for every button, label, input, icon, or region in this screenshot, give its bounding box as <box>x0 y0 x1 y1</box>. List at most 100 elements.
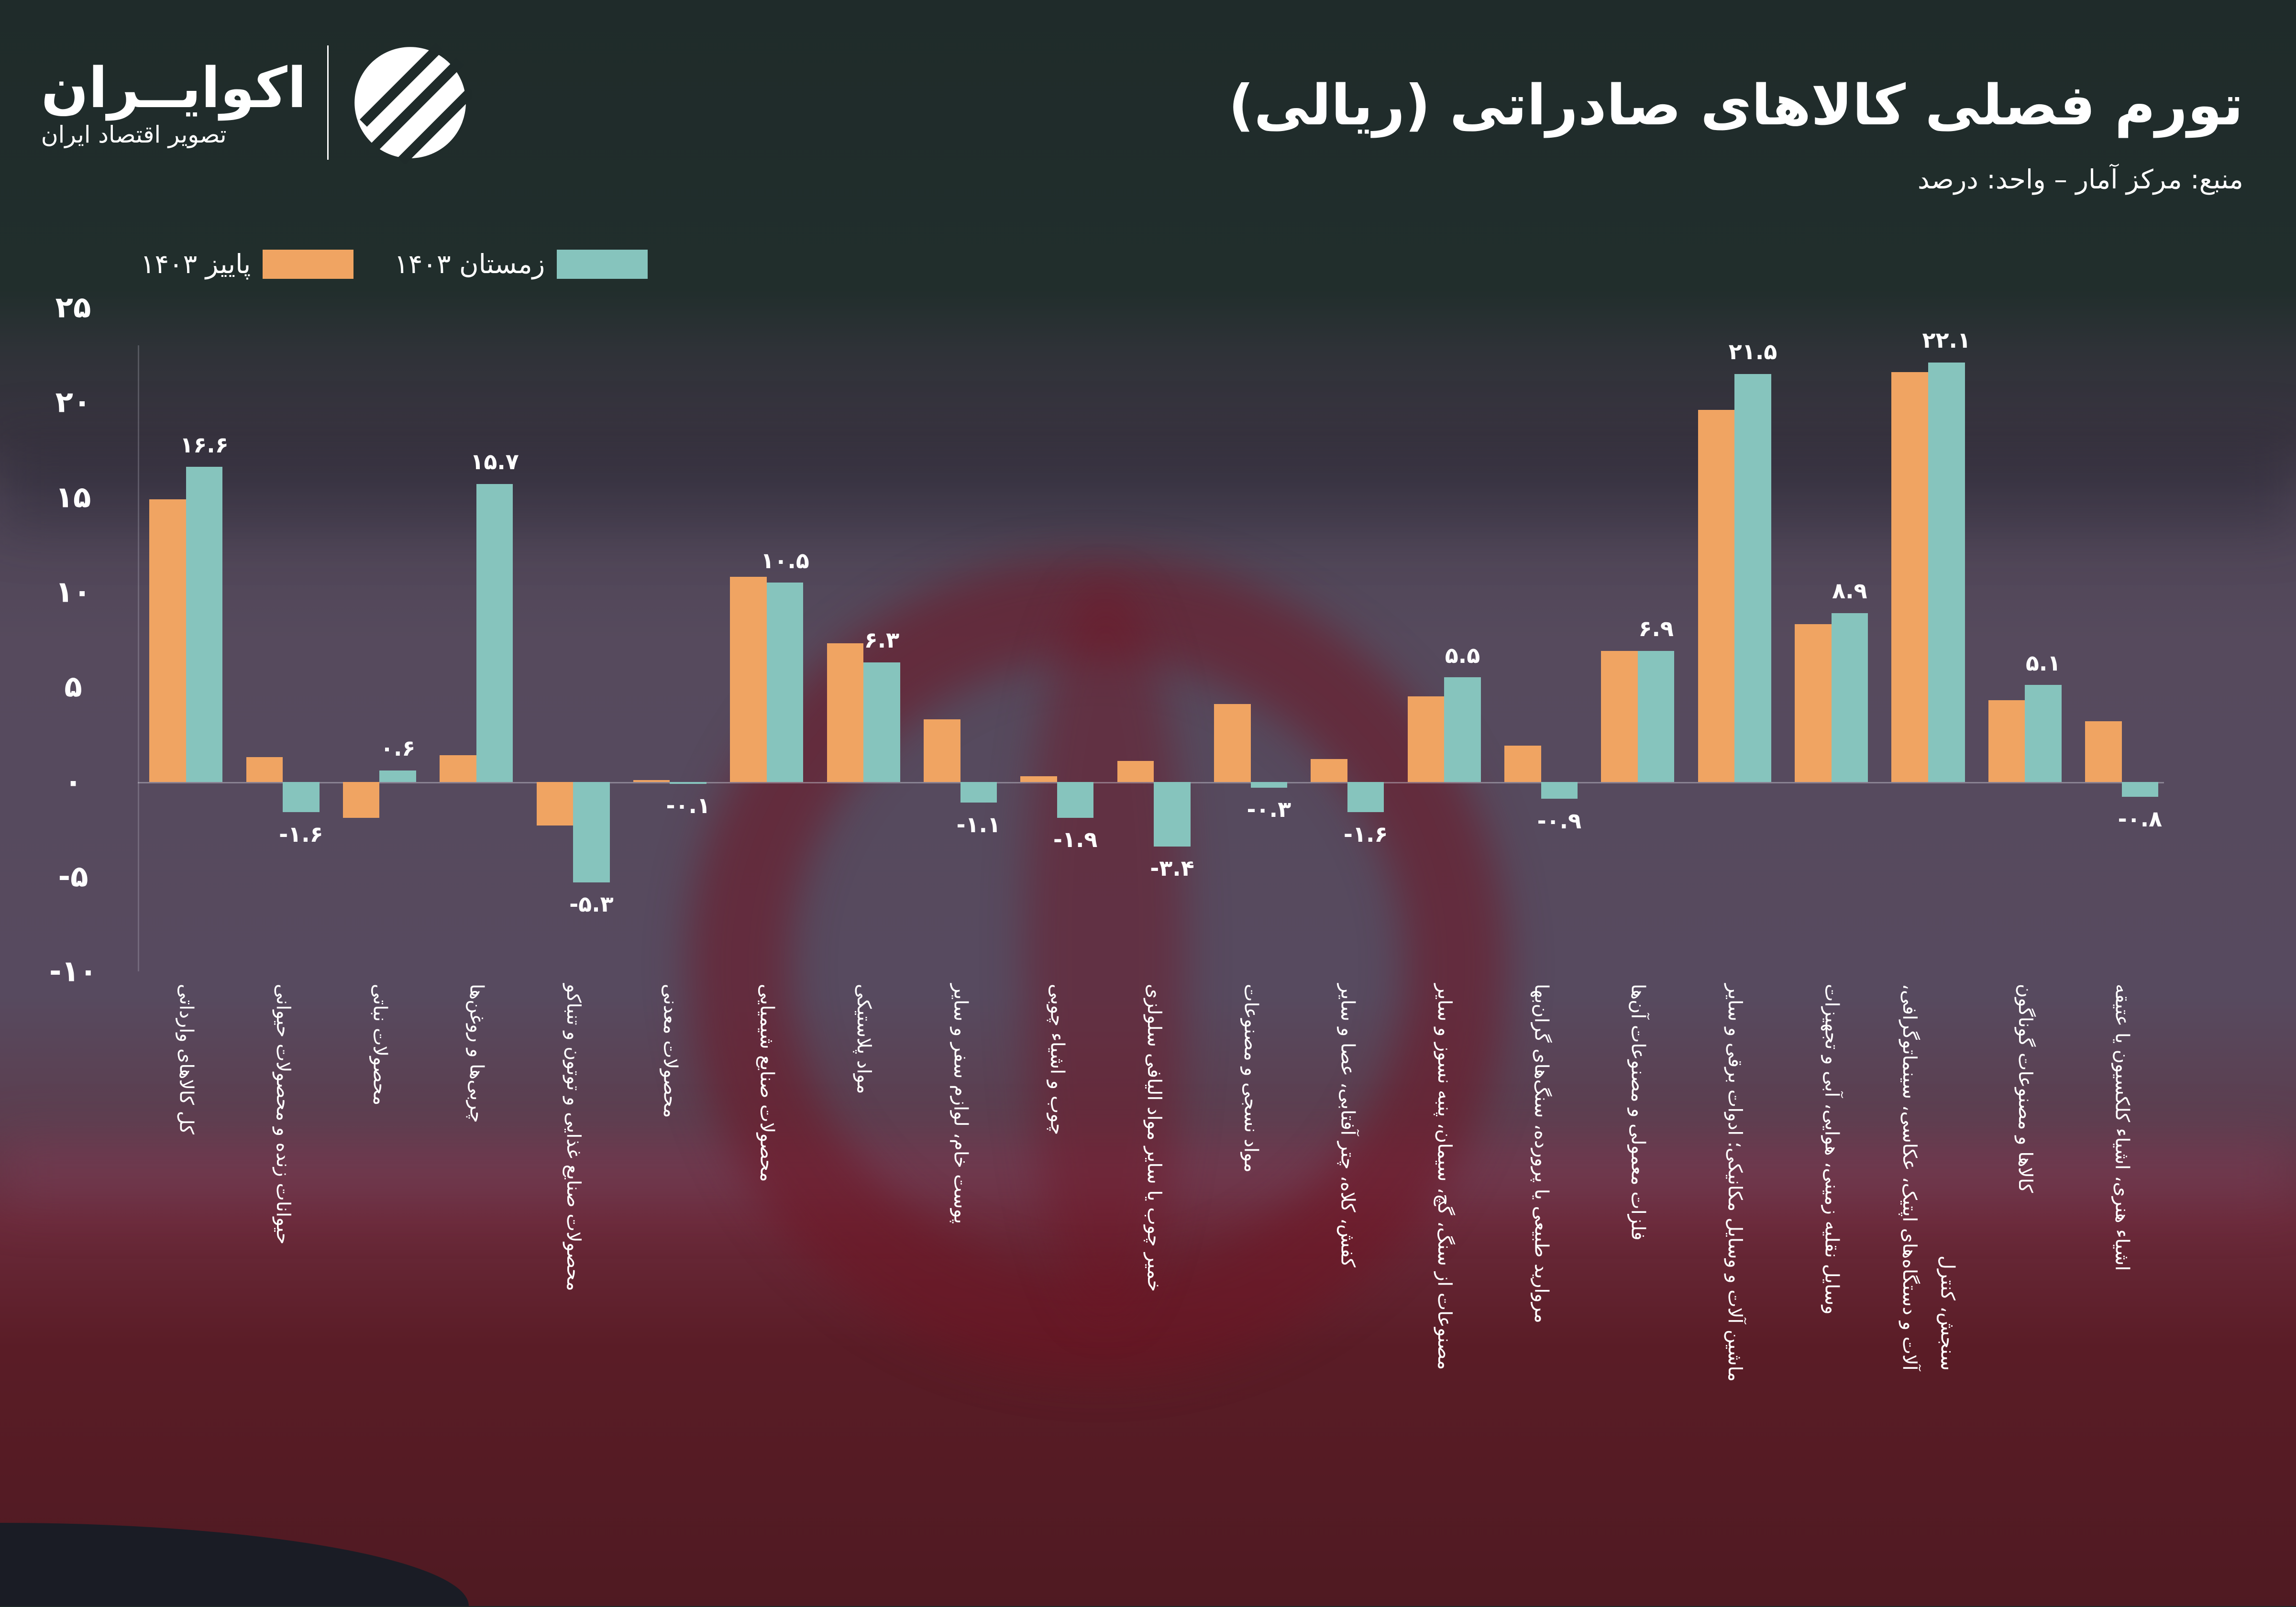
legend: زمستان ۱۴۰۳ پاییز ۱۴۰۳ <box>141 249 648 279</box>
legend-item-winter: زمستان ۱۴۰۳ <box>394 249 648 280</box>
category-label: ماشین آلات و وسایل مکانیکی؛ ادوات برقی و… <box>1724 984 1746 1382</box>
bar-autumn <box>1311 759 1347 782</box>
data-label: ۸.۹ <box>1832 578 1867 604</box>
category-label: مواد پلاستیکی <box>852 984 875 1094</box>
category-label: آلات و دستگاه‌های اپتیک، عکاسی، سینماتوگ… <box>1898 984 1959 1371</box>
data-label: -۰.۹ <box>1537 807 1582 834</box>
bar-autumn <box>1117 761 1154 782</box>
logo-mark-icon <box>354 43 472 164</box>
data-label: ۱۵.۷ <box>470 449 519 475</box>
logo-name: اکوایــران <box>41 56 307 121</box>
logo: اکوایــران تصویر اقتصاد ایران <box>41 41 472 164</box>
bar-winter <box>1057 781 1094 818</box>
bar-winter <box>1444 677 1481 782</box>
category-label: فلزات معمولی و مصنوعات آن‌ها <box>1627 984 1649 1241</box>
category-label: کفش، کلاه، چتر آفتابی، عصا و سایر <box>1336 984 1359 1267</box>
data-label: -۵.۳ <box>569 891 614 917</box>
data-label: ۱۶.۶ <box>180 431 229 458</box>
bar-autumn <box>342 781 380 818</box>
bar-autumn <box>1698 410 1735 782</box>
bar-winter <box>573 781 610 882</box>
y-tick-label: -۵ <box>58 859 88 894</box>
data-label: ۶.۳ <box>864 627 900 653</box>
bar-winter <box>2121 781 2159 797</box>
data-label: ۵.۵ <box>1445 642 1480 668</box>
data-label: -۰.۳ <box>1247 796 1292 822</box>
data-label: -۱.۱ <box>956 811 1001 837</box>
bar-autumn <box>2085 721 2122 782</box>
bar-winter <box>476 484 513 782</box>
data-label: ۵.۱ <box>2025 649 2061 676</box>
category-label: مواد نسجی و مصنوعات <box>1240 984 1262 1173</box>
bar-winter <box>670 781 706 784</box>
bar-autumn <box>1214 704 1251 782</box>
category-label: کل کالاهای وارداتی <box>175 984 198 1134</box>
y-tick-label: ۲۰ <box>55 385 91 419</box>
bar-autumn <box>1891 372 1928 782</box>
zero-axis-line <box>137 781 2164 783</box>
legend-swatch-autumn <box>262 249 353 279</box>
bar-autumn <box>730 577 767 782</box>
data-label: -۱.۶ <box>1343 821 1388 847</box>
data-label: -۱.۶ <box>279 821 323 847</box>
data-label: -۰.۸ <box>2118 805 2163 832</box>
bar-winter <box>1928 362 1965 782</box>
y-axis-line <box>137 345 139 972</box>
category-label: پوست خام، لوازم سفر و سایر <box>949 984 972 1224</box>
legend-label-autumn: پاییز ۱۴۰۳ <box>140 249 251 280</box>
bar-autumn <box>633 780 670 782</box>
chart-title: تورم فصلی کالاهای صادراتی (ریالی) <box>1228 73 2243 138</box>
bar-autumn <box>149 499 186 782</box>
category-label: محصولات معدنی <box>659 984 682 1118</box>
bar-winter <box>283 781 320 813</box>
data-label: ۲۲.۱ <box>1922 327 1971 353</box>
data-label: -۳.۴ <box>1150 855 1194 881</box>
bar-winter <box>863 662 900 782</box>
category-label: خمیر چوب یا سایر مواد الیافی سلولزی <box>1143 984 1166 1292</box>
category-label: وسایل نقلیه زمینی، هوایی، آبی و تجهیزات <box>1821 984 1843 1315</box>
data-label: ۰.۶ <box>380 735 416 761</box>
category-label: چربی‌ها و روغن‌ها <box>465 984 488 1123</box>
bar-winter <box>1347 781 1384 813</box>
chart-source: منبع: مرکز آمار – واحد: درصد <box>1917 164 2243 195</box>
category-label: محصولات صنایع شیمیایی <box>756 984 778 1182</box>
bar-autumn <box>440 755 476 782</box>
y-tick-label: ۰ <box>64 765 82 799</box>
y-tick-label: ۱۰ <box>55 575 91 609</box>
category-label: محصولات صنایع غذایی و توتون و تنباکو <box>562 984 585 1291</box>
category-label: محصولات نباتی <box>369 984 391 1106</box>
bar-winter <box>186 467 223 782</box>
y-tick-label: -۱۰ <box>49 954 98 989</box>
y-tick-label: ۱۵ <box>55 480 91 515</box>
bar-autumn <box>1407 696 1445 782</box>
data-label: ۲۱.۵ <box>1728 339 1777 365</box>
category-label: کالاها و مصنوعات گوناگون <box>2014 984 2037 1193</box>
data-label: -۰.۱ <box>666 792 711 818</box>
flag-emblem <box>1025 585 1186 1318</box>
bar-winter <box>1250 781 1288 788</box>
bar-winter <box>379 770 416 782</box>
y-tick-label: ۵ <box>64 670 82 704</box>
bar-winter <box>766 583 804 782</box>
data-label: ۶.۹ <box>1638 616 1674 642</box>
bar-autumn <box>924 719 960 782</box>
bar-winter <box>1831 613 1868 782</box>
category-label: اشیاء هنری، اشیاء کلکسیون یا عتیقه <box>2111 984 2133 1271</box>
legend-swatch-winter <box>556 249 648 279</box>
bar-winter <box>960 781 997 803</box>
bar-winter <box>1637 650 1675 782</box>
category-label: مروارید طبیعی یا پرورده، سنگ‌های گران‌به… <box>1530 984 1553 1323</box>
y-tick-label: ۲۵ <box>55 290 91 325</box>
bar-winter <box>2025 685 2062 782</box>
category-label: چوب و اشیاء چوبی <box>1046 984 1069 1135</box>
legend-label-winter: زمستان ۱۴۰۳ <box>394 249 545 280</box>
bar-autumn <box>1020 776 1057 782</box>
bar-winter <box>1154 781 1191 847</box>
category-label: حیوانات زنده و محصولات حیوانی <box>272 984 294 1245</box>
data-label: ۱۰.۵ <box>761 547 809 573</box>
legend-item-autumn: پاییز ۱۴۰۳ <box>141 249 353 279</box>
bar-autumn <box>1504 746 1541 782</box>
bar-autumn <box>1795 624 1832 782</box>
bar-autumn <box>827 643 864 782</box>
